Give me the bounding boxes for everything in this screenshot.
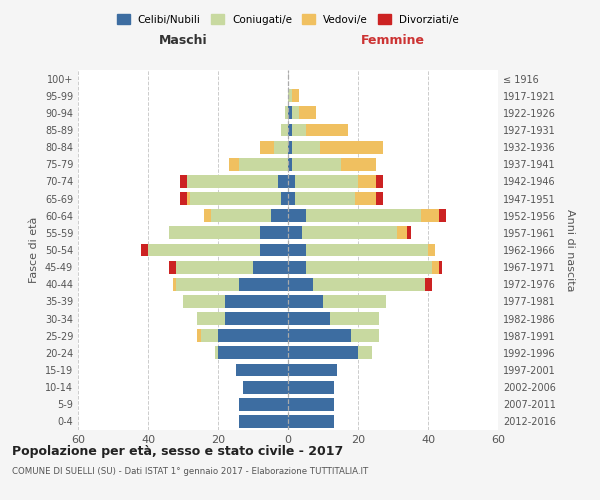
- Bar: [439, 260, 442, 274]
- Bar: [330, 312, 379, 325]
- Bar: [302, 226, 397, 239]
- Bar: [313, 278, 425, 290]
- Bar: [197, 312, 225, 325]
- Bar: [288, 140, 292, 153]
- Bar: [295, 192, 355, 205]
- Bar: [288, 192, 295, 205]
- Bar: [176, 260, 253, 274]
- Bar: [358, 346, 372, 360]
- Bar: [425, 278, 431, 290]
- Bar: [183, 295, 225, 308]
- Bar: [320, 140, 383, 153]
- Bar: [288, 380, 334, 394]
- Bar: [397, 226, 407, 239]
- Bar: [260, 244, 288, 256]
- Bar: [271, 210, 288, 222]
- Text: Femmine: Femmine: [361, 34, 425, 48]
- Y-axis label: Fasce di età: Fasce di età: [29, 217, 39, 283]
- Bar: [169, 260, 176, 274]
- Bar: [218, 346, 288, 360]
- Bar: [341, 158, 376, 170]
- Bar: [190, 192, 281, 205]
- Bar: [187, 175, 277, 188]
- Bar: [305, 210, 421, 222]
- Bar: [179, 175, 187, 188]
- Bar: [229, 158, 239, 170]
- Bar: [239, 398, 288, 410]
- Bar: [295, 175, 358, 188]
- Bar: [225, 295, 288, 308]
- Bar: [204, 210, 211, 222]
- Bar: [288, 106, 292, 120]
- Bar: [431, 260, 439, 274]
- Bar: [355, 192, 376, 205]
- Bar: [292, 158, 341, 170]
- Bar: [428, 244, 435, 256]
- Bar: [239, 415, 288, 428]
- Bar: [288, 260, 305, 274]
- Bar: [288, 210, 305, 222]
- Bar: [288, 175, 295, 188]
- Bar: [179, 192, 187, 205]
- Bar: [288, 244, 305, 256]
- Bar: [288, 346, 358, 360]
- Bar: [292, 90, 299, 102]
- Bar: [260, 140, 274, 153]
- Bar: [351, 330, 379, 342]
- Bar: [235, 364, 288, 376]
- Bar: [141, 244, 148, 256]
- Bar: [323, 295, 386, 308]
- Bar: [260, 226, 288, 239]
- Bar: [292, 140, 320, 153]
- Bar: [215, 346, 218, 360]
- Y-axis label: Anni di nascita: Anni di nascita: [565, 209, 575, 291]
- Bar: [439, 210, 445, 222]
- Bar: [200, 330, 218, 342]
- Legend: Celibi/Nubili, Coniugati/e, Vedovi/e, Divorziati/e: Celibi/Nubili, Coniugati/e, Vedovi/e, Di…: [113, 10, 463, 29]
- Bar: [376, 175, 383, 188]
- Bar: [253, 260, 288, 274]
- Bar: [281, 124, 288, 136]
- Bar: [299, 106, 316, 120]
- Bar: [281, 192, 288, 205]
- Text: COMUNE DI SUELLI (SU) - Dati ISTAT 1° gennaio 2017 - Elaborazione TUTTITALIA.IT: COMUNE DI SUELLI (SU) - Dati ISTAT 1° ge…: [12, 468, 368, 476]
- Bar: [225, 312, 288, 325]
- Bar: [288, 124, 292, 136]
- Bar: [288, 90, 292, 102]
- Bar: [197, 330, 200, 342]
- Bar: [288, 330, 351, 342]
- Bar: [242, 380, 288, 394]
- Bar: [274, 140, 288, 153]
- Bar: [288, 312, 330, 325]
- Bar: [288, 295, 323, 308]
- Bar: [288, 415, 334, 428]
- Bar: [407, 226, 410, 239]
- Bar: [292, 124, 305, 136]
- Bar: [176, 278, 239, 290]
- Bar: [169, 226, 260, 239]
- Bar: [187, 192, 190, 205]
- Bar: [277, 175, 288, 188]
- Bar: [288, 398, 334, 410]
- Bar: [173, 278, 176, 290]
- Text: Maschi: Maschi: [158, 34, 208, 48]
- Text: Popolazione per età, sesso e stato civile - 2017: Popolazione per età, sesso e stato civil…: [12, 445, 343, 458]
- Bar: [288, 226, 302, 239]
- Bar: [239, 158, 288, 170]
- Bar: [292, 106, 299, 120]
- Bar: [148, 244, 260, 256]
- Bar: [239, 278, 288, 290]
- Bar: [358, 175, 376, 188]
- Bar: [305, 260, 431, 274]
- Bar: [288, 364, 337, 376]
- Bar: [288, 158, 292, 170]
- Bar: [305, 124, 347, 136]
- Bar: [284, 106, 288, 120]
- Bar: [218, 330, 288, 342]
- Bar: [376, 192, 383, 205]
- Bar: [305, 244, 428, 256]
- Bar: [211, 210, 271, 222]
- Bar: [421, 210, 439, 222]
- Bar: [288, 278, 313, 290]
